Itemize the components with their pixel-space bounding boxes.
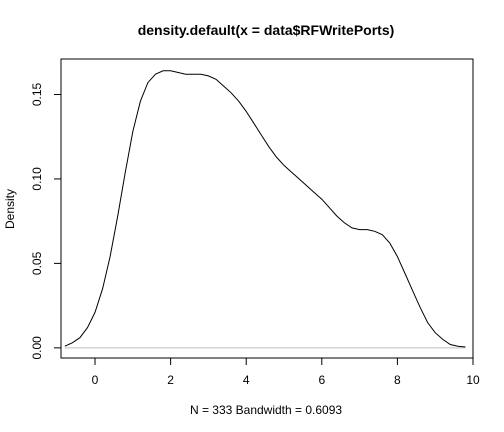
x-tick-label: 8 xyxy=(394,373,401,387)
y-tick-label: 0.00 xyxy=(30,336,44,360)
x-tick-label: 6 xyxy=(318,373,325,387)
y-tick-label: 0.05 xyxy=(30,251,44,275)
y-axis-label: Density xyxy=(3,189,17,229)
x-axis-label: N = 333 Bandwidth = 0.6093 xyxy=(190,403,342,417)
y-tick-label: 0.15 xyxy=(30,82,44,106)
x-tick-label: 2 xyxy=(167,373,174,387)
x-tick-label: 4 xyxy=(243,373,250,387)
axes: 0 2 4 6 8 10 0.00 0.05 0.10 0.15 xyxy=(30,82,480,387)
density-curve xyxy=(64,70,466,348)
x-tick-label: 0 xyxy=(92,373,99,387)
y-tick-label: 0.10 xyxy=(30,167,44,191)
plot-frame xyxy=(60,58,474,359)
x-tick-label: 10 xyxy=(466,373,480,387)
chart-title: density.default(x = data$RFWritePorts) xyxy=(138,22,395,38)
